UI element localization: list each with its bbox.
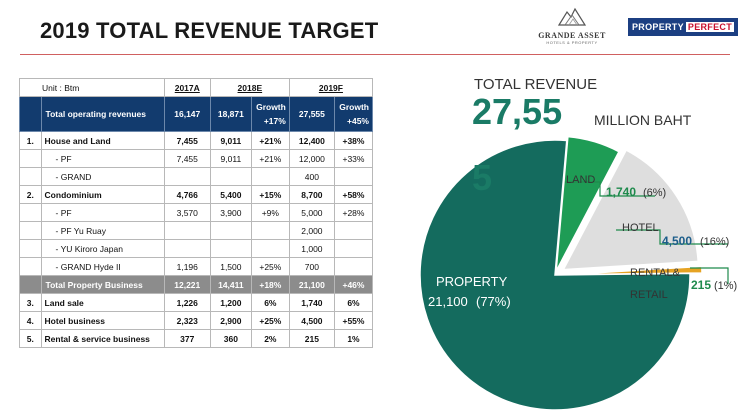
mountain-logo-icon: [557, 7, 587, 26]
property-perfect-logo: PROPERTY PERFECT: [628, 18, 738, 36]
table-row: 4. Hotel business 2,323 2,900 +25% 4,500 +55%: [19, 311, 374, 330]
rental-leader-line: [690, 267, 729, 284]
table-row: - PF 3,570 3,900 +9% 5,000 +28%: [19, 203, 374, 222]
table-row: - GRAND 400: [19, 167, 374, 186]
hotel-leader-line: [616, 229, 728, 245]
grande-asset-logo: GRANDE ASSET HOTELS & PROPERTY: [536, 6, 608, 48]
property-label: PROPERTY: [436, 274, 508, 289]
total-revenue-label: TOTAL REVENUE: [474, 76, 598, 93]
title-divider: [20, 54, 730, 55]
row-2017: 377: [163, 329, 211, 348]
row-growth-2019: +46%: [333, 275, 374, 294]
land-label: LAND: [566, 174, 595, 186]
table-row: 1. House and Land 7,455 9,011 +21% 12,400 +38%: [19, 131, 374, 150]
hotel-label: HOTEL: [622, 222, 659, 234]
row-2019: 5,000: [288, 203, 335, 222]
pie-slice-hotel: [562, 149, 699, 271]
pie-slice-rental: [566, 265, 703, 276]
row-growth-2018: Growth +17%: [250, 96, 290, 132]
table-row: 5. Rental & service business 377 360 2% 215 1%: [19, 329, 374, 348]
property-value: 21,100: [428, 294, 468, 309]
grande-asset-sub: HOTELS & PROPERTY: [546, 40, 598, 45]
row-item: Total operating revenues: [40, 96, 165, 132]
land-pct: (6%): [643, 187, 666, 199]
table-row: 3. Land sale 1,226 1,200 6% 1,740 6%: [19, 293, 374, 312]
row-2017: 16,147: [163, 96, 211, 132]
row-2019: 215: [288, 329, 335, 348]
table-row: 2. Condominium 4,766 5,400 +15% 8,700 +58%: [19, 185, 374, 204]
total-revenue-unit: MILLION BAHT: [594, 112, 692, 128]
row-2019: 27,555: [288, 96, 335, 132]
row-2018: 360: [209, 329, 252, 348]
row-growth-2019: 1%: [333, 329, 374, 348]
table-row: Total operating revenues 16,147 18,871 Grow…: [19, 96, 374, 132]
row-growth-2019: 6%: [333, 293, 374, 312]
rental-label-line2: RETAIL: [630, 289, 668, 301]
row-2018: 14,411: [209, 275, 252, 294]
land-leader-line: [565, 181, 655, 197]
grande-asset-name: GRANDE ASSET: [538, 31, 606, 40]
revenue-table: Unit : Btm 2017A 2018E 2019F Total opera…: [19, 78, 374, 348]
total-revenue-value: 27,55: [472, 91, 563, 132]
row-2017: 12,221: [163, 275, 211, 294]
land-value: 1,740: [606, 185, 636, 199]
logo-pp-part-b: PERFECT: [685, 22, 735, 32]
row-item: Total Property Business: [40, 275, 165, 294]
table-row: Total Property Business 12,221 14,411 +18% 2…: [19, 275, 374, 294]
row-2018: 1,500: [209, 257, 252, 276]
pie-slice-land: [555, 135, 620, 272]
row-2019: 21,100: [288, 275, 335, 294]
table-row: - PF 7,455 9,011 +21% 12,000 +33%: [19, 149, 374, 168]
rental-pct: (1%): [714, 280, 737, 292]
hotel-value: 4,500: [662, 234, 692, 248]
pie-slice-property: [419, 139, 691, 411]
total-revenue-overflow-digit: 5: [472, 157, 492, 198]
property-pct: (77%): [476, 294, 511, 309]
hotel-pct: (16%): [700, 236, 729, 248]
row-number: [19, 96, 42, 132]
rental-label-line1: RENTAL&: [630, 267, 681, 279]
rental-value: 215: [691, 278, 711, 292]
page-title: 2019 TOTAL REVENUE TARGET: [40, 18, 379, 43]
logo-pp-part-a: PROPERTY: [631, 22, 684, 32]
